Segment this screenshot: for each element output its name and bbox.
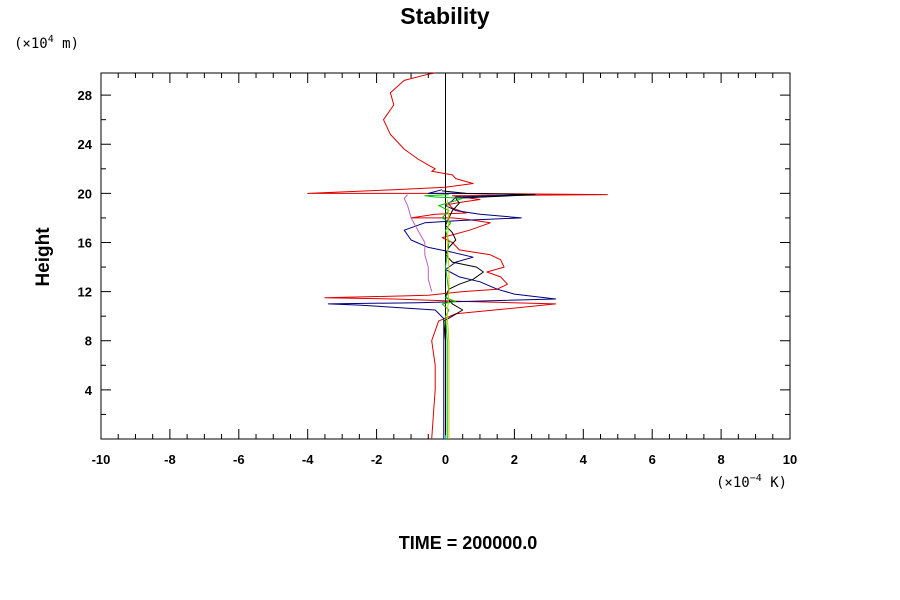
x-tick-label: 6 <box>649 452 656 467</box>
series-line-6 <box>446 199 450 439</box>
y-tick-label: 8 <box>85 334 92 349</box>
series-line-5 <box>424 194 464 439</box>
x-tick-label: 8 <box>717 452 724 467</box>
x-unit-suffix: K) <box>762 475 787 491</box>
x-tick-label: -8 <box>164 452 176 467</box>
series-line-3 <box>442 190 536 439</box>
series-lines <box>307 72 608 440</box>
y-axis-label: Height <box>33 227 54 287</box>
x-tick-label: 2 <box>511 452 518 467</box>
y-unit-label: (×104 m) <box>14 34 79 52</box>
x-tick-label: 0 <box>442 452 449 467</box>
y-tick-label: 16 <box>78 235 92 250</box>
y-tick-label: 24 <box>78 137 93 152</box>
x-unit-exponent: −4 <box>750 473 762 484</box>
y-tick-label: 12 <box>78 285 92 300</box>
time-label: TIME = 200000.0 <box>399 533 538 553</box>
y-tick-labels: 4 8 12 16 20 24 28 <box>78 88 93 398</box>
x-unit-prefix: (×10 <box>716 475 750 491</box>
x-tick-label: 4 <box>580 452 588 467</box>
x-tick-label: -4 <box>302 452 314 467</box>
series-line-1 <box>307 72 608 440</box>
x-tick-label: -2 <box>371 452 383 467</box>
series-line-4 <box>403 194 433 292</box>
series-line-2 <box>327 189 557 439</box>
chart-title: Stability <box>400 3 490 29</box>
x-unit-label: (×10−4 K) <box>716 473 787 491</box>
y-unit-prefix: (×10 <box>14 36 48 52</box>
x-tick-labels: -10 -8 -6 -4 -2 0 2 4 6 8 10 <box>92 452 798 467</box>
y-unit-suffix: m) <box>54 36 79 52</box>
x-tick-label: 10 <box>783 452 797 467</box>
y-tick-label: 4 <box>85 383 93 398</box>
x-tick-label: -6 <box>233 452 245 467</box>
x-tick-label: -10 <box>92 452 111 467</box>
y-tick-label: 28 <box>78 88 92 103</box>
y-unit-exponent: 4 <box>48 34 54 45</box>
y-tick-label: 20 <box>78 186 92 201</box>
